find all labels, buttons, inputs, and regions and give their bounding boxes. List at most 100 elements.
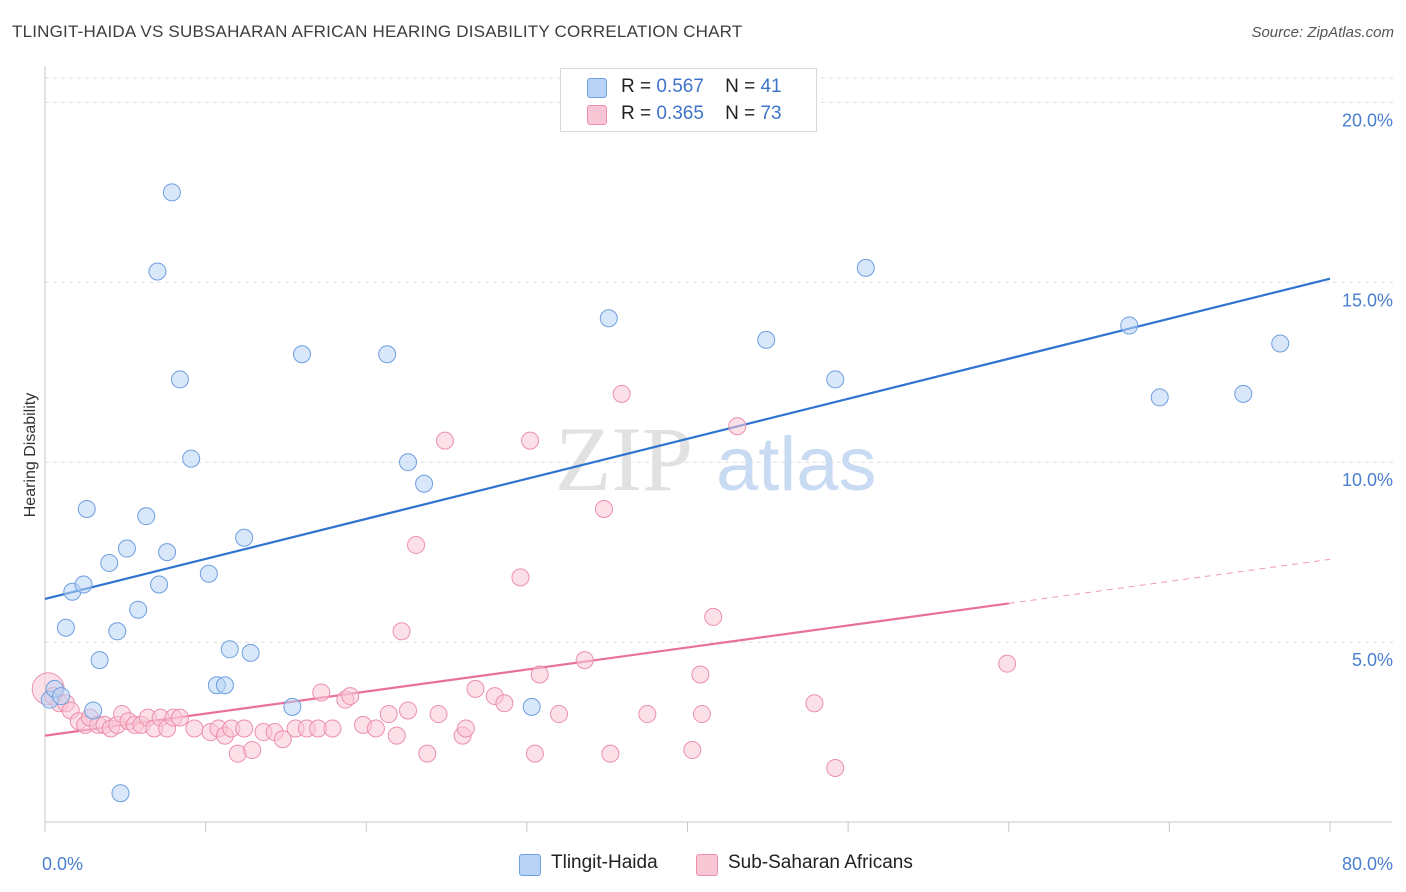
data-point-blue	[137, 507, 156, 526]
data-point-pink	[805, 694, 824, 713]
data-point-pink	[550, 705, 568, 724]
data-point-blue	[56, 618, 75, 637]
watermark-zip: ZIP	[555, 408, 693, 510]
data-point-pink	[273, 730, 292, 749]
data-point-blue	[235, 528, 254, 547]
data-point-blue	[1150, 388, 1169, 407]
data-point-blue	[522, 697, 541, 716]
data-point-blue	[199, 564, 218, 583]
legend-swatch-blue	[519, 854, 541, 876]
data-point-pink	[612, 384, 631, 403]
data-point-pink	[691, 665, 710, 684]
data-point-pink	[466, 679, 485, 698]
data-point-pink	[341, 687, 360, 706]
data-point-blue	[77, 499, 96, 518]
data-point-pink	[366, 719, 385, 738]
tick-labels: 5.0% 10.0% 15.0% 20.0% 0.0% 80.0%	[42, 110, 1393, 874]
y-tick-label: 15.0%	[1342, 290, 1393, 310]
legend-n-value: 73	[760, 103, 782, 124]
y-tick-label: 5.0%	[1352, 650, 1393, 670]
legend-swatch-pink	[587, 105, 607, 125]
data-point-pink	[575, 651, 594, 670]
legend-r-label: R =	[621, 103, 652, 124]
data-point-pink	[407, 535, 426, 554]
data-point-pink	[683, 741, 702, 760]
grid-lines	[45, 77, 1395, 643]
data-point-pink	[323, 719, 342, 738]
data-point-blue	[241, 643, 260, 662]
data-point-pink	[594, 499, 613, 518]
data-point-pink	[235, 719, 254, 738]
source-label: Source: ZipAtlas.com	[1251, 24, 1394, 41]
data-point-blue	[170, 370, 189, 389]
data-point-pink	[387, 726, 406, 745]
data-point-pink	[435, 431, 454, 450]
data-point-blue	[74, 575, 93, 594]
data-point-pink	[826, 759, 845, 778]
data-point-blue	[215, 676, 234, 695]
data-points	[31, 183, 1290, 803]
trend-line-pink-extension	[1008, 558, 1331, 604]
data-point-blue	[826, 370, 845, 389]
data-point-pink	[638, 705, 657, 724]
legend-n-label: N =	[725, 76, 756, 97]
data-point-pink	[379, 705, 398, 724]
data-point-blue	[1234, 384, 1253, 403]
data-point-blue	[599, 309, 618, 328]
data-point-pink	[429, 705, 448, 724]
data-point-pink	[495, 694, 514, 713]
data-point-pink	[399, 701, 418, 720]
legend-label: Tlingit-Haida	[551, 852, 658, 873]
data-point-blue	[415, 474, 434, 493]
watermark: ZIP atlas	[555, 408, 877, 510]
x-tick-label-min: 0.0%	[42, 854, 83, 874]
data-point-pink	[530, 665, 549, 684]
data-point-blue	[162, 183, 181, 202]
data-point-pink	[312, 683, 331, 702]
data-point-pink	[185, 719, 204, 738]
data-point-pink	[692, 705, 711, 724]
legend-r-label: R =	[621, 76, 652, 97]
legend-series: Tlingit-Haida Sub-Saharan Africans	[0, 852, 1406, 876]
data-point-pink	[418, 744, 437, 763]
data-point-blue	[378, 345, 397, 364]
data-point-blue	[757, 330, 776, 349]
data-point-blue	[150, 575, 169, 594]
trend-line-blue	[44, 277, 1331, 600]
legend-stats: R = 0.567 N = 41 R = 0.365 N = 73	[560, 68, 817, 132]
data-point-blue	[117, 539, 136, 558]
data-point-pink	[170, 708, 189, 727]
data-point-blue	[856, 258, 875, 277]
data-point-pink	[998, 654, 1017, 673]
trend-lines	[44, 277, 1331, 737]
data-point-blue	[158, 543, 177, 562]
y-axis-label: Hearing Disability	[22, 393, 39, 518]
data-point-blue	[399, 453, 418, 472]
data-point-blue	[148, 262, 167, 281]
y-tick-label: 10.0%	[1342, 470, 1393, 490]
trend-line-pink	[44, 602, 1009, 737]
data-point-blue	[182, 449, 201, 468]
data-point-pink	[392, 622, 411, 641]
data-point-blue	[220, 640, 239, 659]
legend-n-label: N =	[725, 103, 756, 124]
legend-swatch-pink	[696, 854, 718, 876]
legend-r-value: 0.567	[656, 76, 704, 97]
legend-label: Sub-Saharan Africans	[728, 852, 913, 873]
data-point-blue	[108, 622, 127, 641]
data-point-blue	[100, 553, 119, 572]
data-point-pink	[525, 744, 544, 763]
data-point-blue	[52, 687, 71, 706]
legend-swatch-blue	[587, 78, 607, 98]
chart-title: TLINGIT-HAIDA VS SUBSAHARAN AFRICAN HEAR…	[12, 22, 743, 41]
data-point-pink	[728, 417, 747, 436]
data-point-blue	[1120, 316, 1139, 335]
data-point-blue	[84, 701, 103, 720]
data-point-pink	[521, 431, 540, 450]
data-point-pink	[601, 744, 620, 763]
y-tick-label: 20.0%	[1342, 110, 1393, 130]
data-point-blue	[129, 600, 148, 619]
data-point-pink	[704, 607, 723, 626]
data-point-blue	[90, 651, 109, 670]
